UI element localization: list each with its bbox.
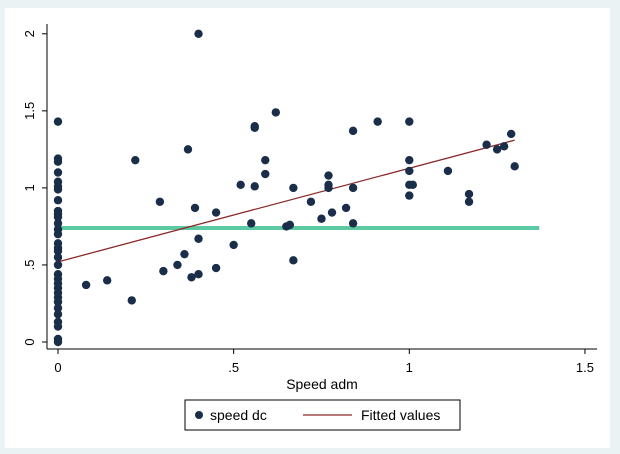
speed-dc-point [53,303,63,313]
speed-dc-point [173,260,182,270]
speed-dc-point [53,260,63,270]
y-tick-label: 1.5 [22,102,37,120]
speed-dc-point [53,310,63,319]
series-layer [53,29,540,347]
speed-dc-point [53,177,63,186]
speed-dc-point [53,253,63,262]
speed-dc-point [289,256,298,265]
speed-dc-point [236,180,245,190]
speed-dc-point [194,269,203,279]
speed-dc-point [53,269,63,279]
speed-dc-point [53,239,63,248]
speed-dc-point [53,317,63,327]
speed-dc-point [211,208,221,217]
speed-dc-point [247,219,256,228]
speed-dc-point [194,234,203,243]
speed-dc-point [127,296,136,305]
x-tick-label: 1.5 [576,360,594,375]
y-tick-label: .5 [22,260,37,271]
speed-dc-point [183,145,193,154]
speed-dc-point [180,249,189,259]
speed-dc-point [53,154,63,163]
speed-dc-point [53,196,63,205]
legend-marker-speed-dc [195,411,203,419]
speed-dc-point [53,168,63,177]
speed-dc-point [348,183,358,193]
speed-dc-point [482,140,491,149]
speed-dc-point [348,219,358,228]
speed-dc-point [324,180,333,190]
speed-dc-point [211,263,221,273]
speed-dc-point [405,155,414,165]
speed-dc-point [53,225,63,234]
x-tick-label: 1 [406,360,413,375]
speed-dc-point [261,169,270,179]
speed-dc-point [285,220,295,230]
x-axis-title: Speed adm [286,376,358,392]
speed-dc-point [229,240,238,250]
speed-dc-point [261,155,270,165]
speed-dc-point [187,273,196,282]
speed-dc-point [464,189,474,199]
y-tick-label: 1 [22,184,37,191]
speed-dc-point [317,214,326,223]
speed-dc-point [53,206,63,216]
speed-dc-point [405,191,414,200]
x-tick-label: 0 [54,360,61,375]
speed-dc-point [443,166,453,176]
speed-dc-point [499,142,509,151]
y-tick-label: 0 [22,338,37,345]
speed-dc-point [405,117,414,126]
speed-dc-point [53,117,63,126]
speed-dc-point [194,29,203,38]
fitted-values-line [57,139,515,263]
speed-dc-point [271,108,281,117]
speed-dc-point [348,126,358,136]
speed-dc-point [81,280,91,290]
speed-dc-point [155,197,165,206]
speed-dc-point [327,208,337,217]
speed-dc-point [190,203,200,213]
x-axis-ticks: 0 .5 1 1.5 [54,349,594,375]
legend-label-fitted-values: Fitted values [361,407,440,423]
speed-dc-point [464,197,474,206]
speed-dc-point [408,180,418,190]
speed-dc-point [405,166,414,176]
speed-dc-point [159,266,168,276]
speed-dc-point [510,162,519,171]
speed-dc-point [53,219,63,228]
speed-dc-point [324,171,333,180]
speed-dc-point [341,203,351,213]
speed-dc-point [131,155,140,165]
speed-dc-point [492,145,502,154]
speed-dc-point [506,129,516,139]
legend: speed dc Fitted values [184,399,461,431]
legend-label-speed-dc: speed dc [210,407,267,423]
speed-dc-point [53,334,63,344]
speed-dc-point [373,117,382,126]
speed-dc-point [102,276,112,285]
speed-dc-point [250,122,259,131]
speed-dc-point [250,182,259,191]
speed-dc-point [306,197,316,206]
speed-dc-point [289,183,298,193]
x-tick-label: .5 [228,360,239,375]
y-axis-ticks: 0 .5 1 1.5 2 [22,30,47,346]
y-tick-label: 2 [22,30,37,37]
